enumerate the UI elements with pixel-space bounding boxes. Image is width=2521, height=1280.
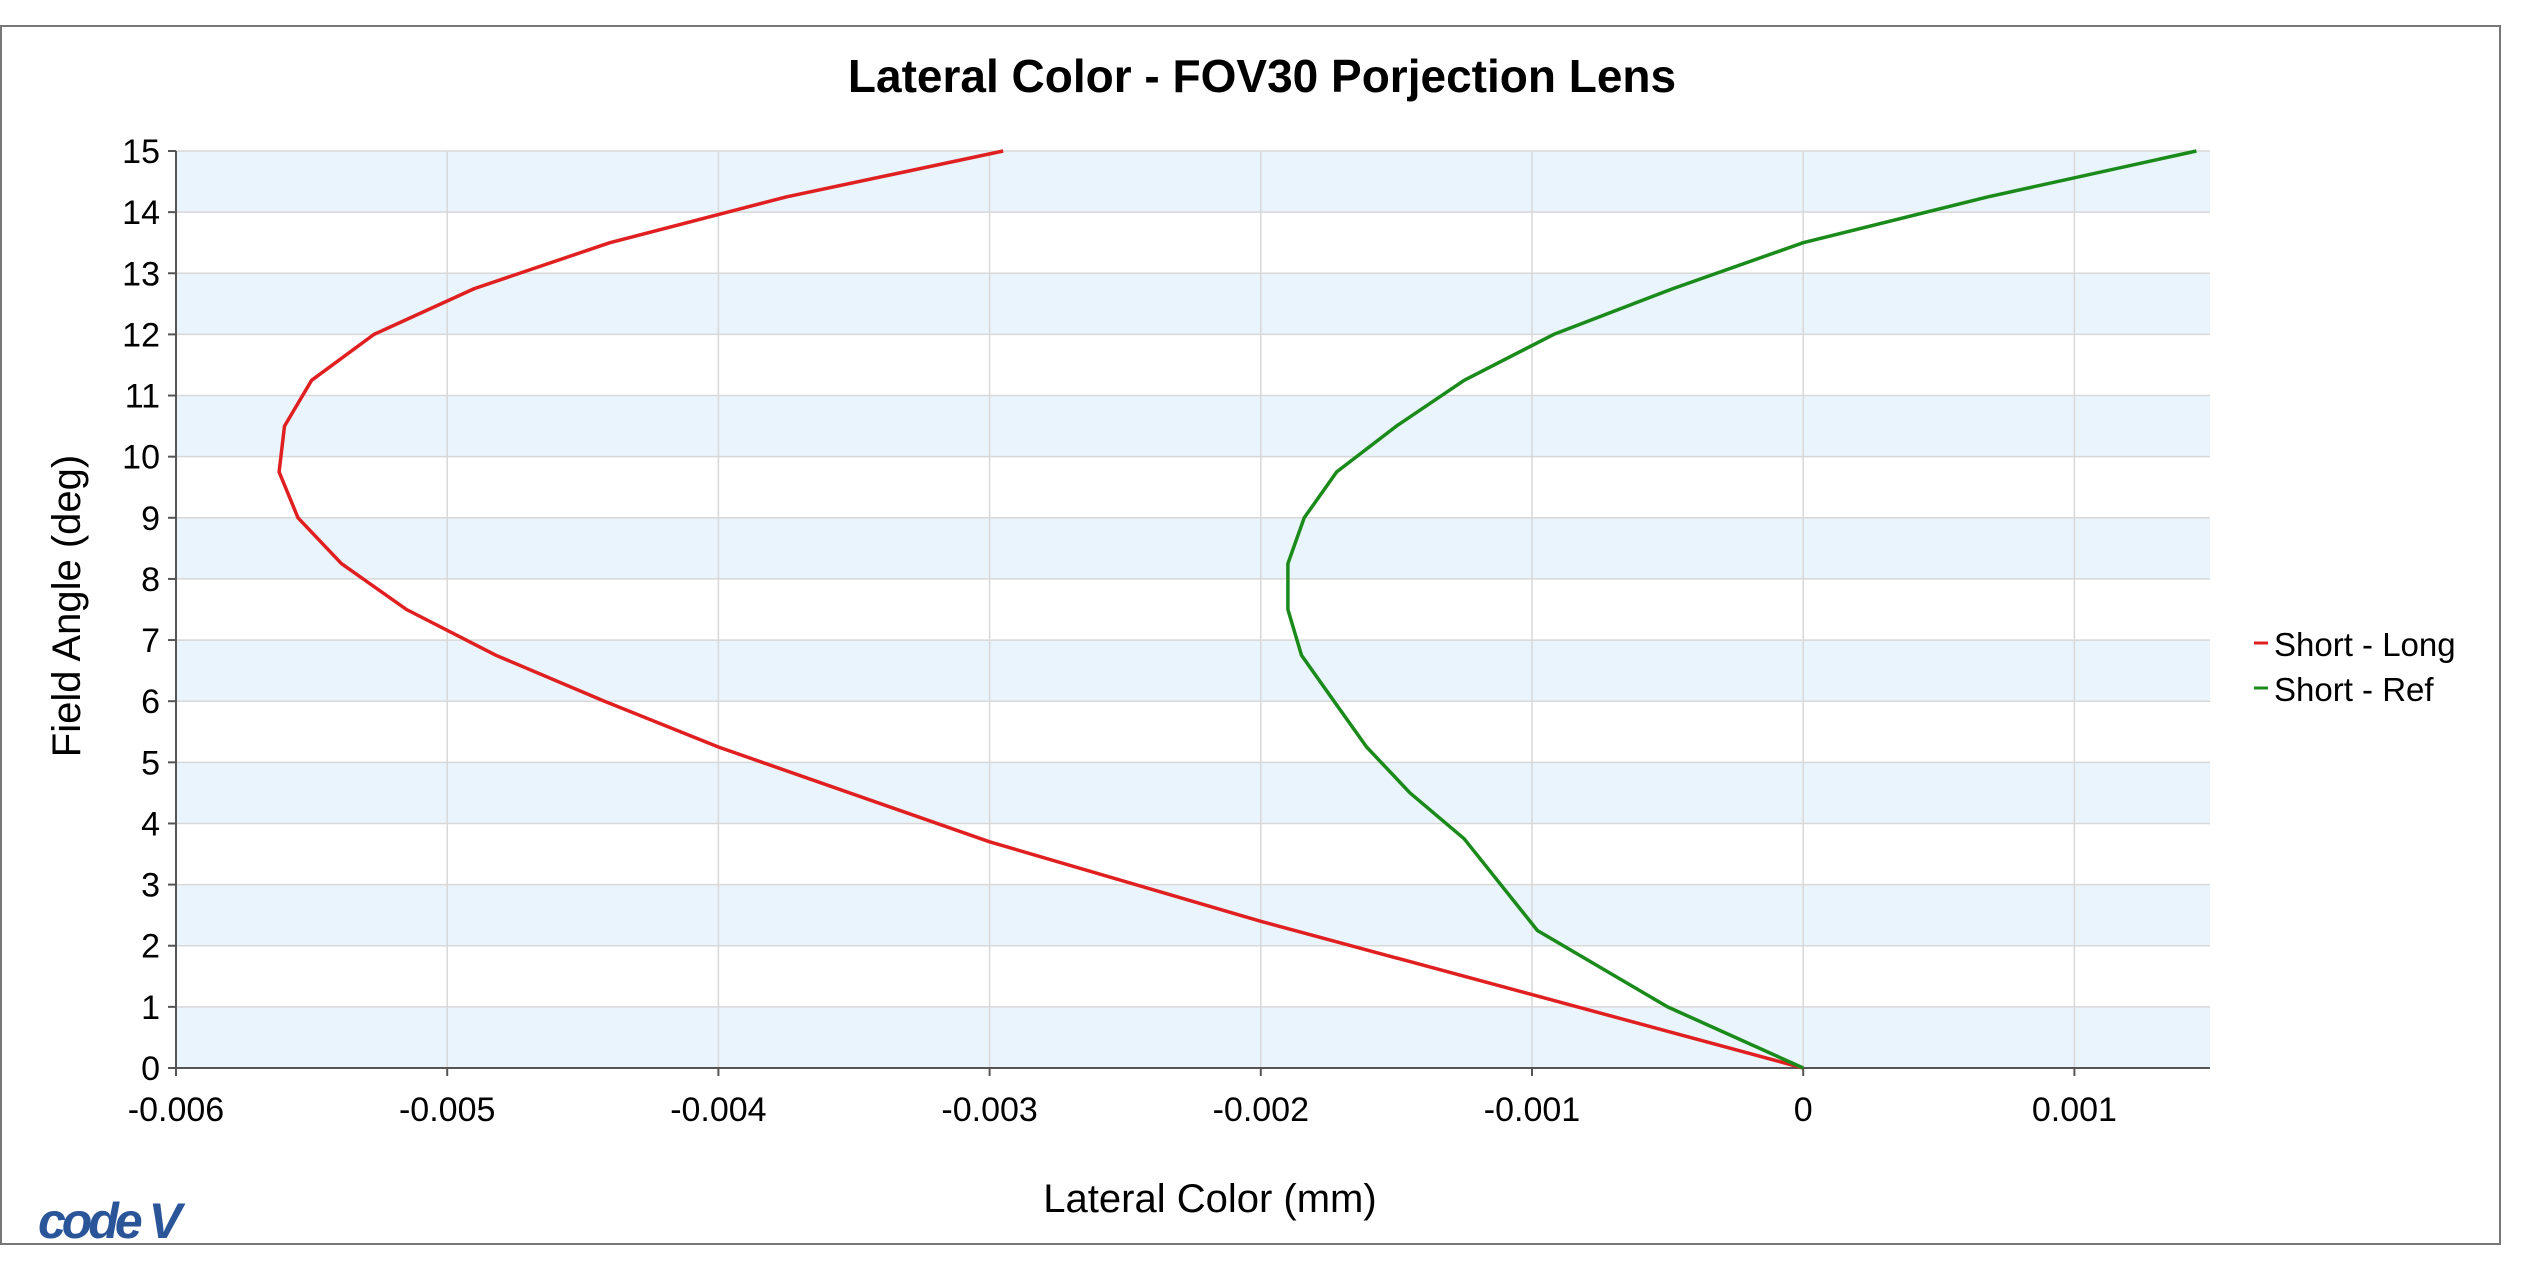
legend: Short - Long Short - Ref bbox=[2254, 626, 2456, 708]
x-tick-label: -0.003 bbox=[941, 1091, 1037, 1129]
background-band bbox=[176, 1006, 2210, 1068]
x-tick-label: -0.004 bbox=[670, 1091, 766, 1129]
y-tick-label: 5 bbox=[141, 744, 160, 782]
y-tick-label: 2 bbox=[141, 928, 160, 966]
y-tick-label: 15 bbox=[122, 133, 160, 171]
background-band bbox=[176, 151, 2210, 213]
series-line-short-long bbox=[277, 149, 1804, 1070]
x-tick-labels: -0.006 -0.005 -0.004 -0.003 -0.002 -0.001 0 0.0… bbox=[128, 1091, 2117, 1129]
axes bbox=[168, 150, 2210, 1076]
background-band bbox=[176, 273, 2210, 335]
y-tick-label: 6 bbox=[141, 683, 160, 721]
y-tick-label: 3 bbox=[141, 867, 160, 905]
y-tick-label: 8 bbox=[141, 561, 160, 599]
background-band bbox=[176, 762, 2210, 824]
y-tick-label: 10 bbox=[122, 439, 160, 477]
y-tick-label: 7 bbox=[141, 622, 160, 660]
series-line-short-ref bbox=[1286, 149, 2197, 1070]
y-axis-label: Field Angle (deg) bbox=[45, 455, 89, 757]
legend-label-short-ref: Short - Ref bbox=[2274, 671, 2434, 708]
code-v-logo: code V bbox=[38, 1193, 186, 1249]
background-band bbox=[176, 640, 2210, 702]
x-tick-label: -0.006 bbox=[128, 1091, 224, 1129]
y-tick-label: 4 bbox=[141, 805, 160, 843]
y-tick-label: 11 bbox=[125, 378, 160, 416]
chart-title: Lateral Color - FOV30 Porjection Lens bbox=[848, 50, 1676, 102]
x-tick-label: -0.001 bbox=[1484, 1091, 1580, 1129]
background-band bbox=[176, 395, 2210, 457]
x-axis-label: Lateral Color (mm) bbox=[1043, 1177, 1376, 1221]
data-series bbox=[277, 149, 2197, 1070]
x-tick-label: -0.005 bbox=[399, 1091, 495, 1129]
x-tick-label: -0.002 bbox=[1213, 1091, 1309, 1129]
y-tick-label: 13 bbox=[122, 255, 160, 293]
background-band bbox=[176, 517, 2210, 579]
y-tick-label: 1 bbox=[141, 989, 160, 1027]
y-tick-label: 9 bbox=[141, 500, 160, 538]
background-bands bbox=[176, 151, 2210, 1068]
background-band bbox=[176, 884, 2210, 946]
x-tick-label: 0.001 bbox=[2032, 1091, 2117, 1129]
legend-label-short-long: Short - Long bbox=[2274, 626, 2456, 663]
y-tick-label: 12 bbox=[122, 316, 160, 354]
y-tick-label: 0 bbox=[141, 1050, 160, 1088]
y-tick-label: 14 bbox=[122, 194, 160, 232]
x-tick-label: 0 bbox=[1794, 1091, 1813, 1129]
